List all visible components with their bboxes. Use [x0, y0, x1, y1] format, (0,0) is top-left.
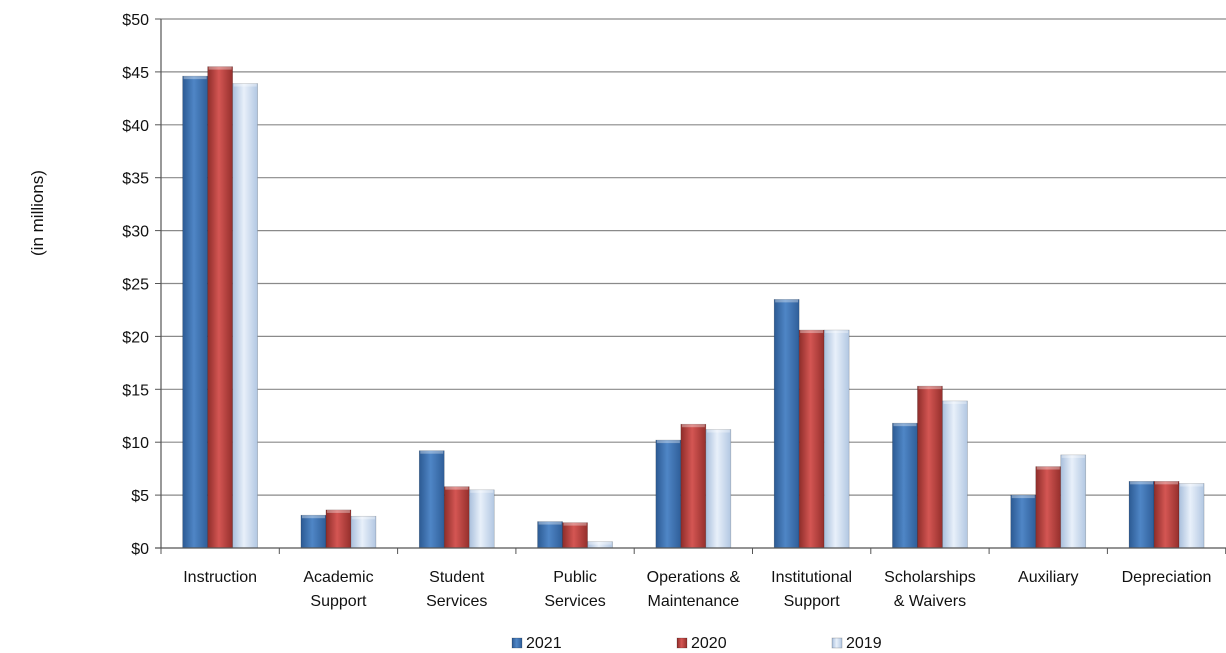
bar-2021-3 [537, 521, 563, 549]
bar-cap-2019-8 [1180, 483, 1204, 487]
bar-2020-8 [1153, 481, 1180, 549]
y-tick-labels: $0 $5 $10 $15 $20 $25 $30 $35 $40 $45 $50 [122, 12, 149, 558]
bar-2021-6 [892, 422, 918, 549]
bar-2021-8 [1128, 481, 1155, 549]
axes [155, 19, 1226, 554]
y-tick-label: $40 [122, 118, 149, 135]
bar-2020-1 [325, 509, 352, 549]
bar-2019-8 [1178, 483, 1205, 549]
bar-2019-0 [232, 83, 258, 549]
bar-2019-1 [350, 515, 377, 549]
bar-cap-2020-0 [208, 66, 232, 70]
bar-2021-7 [1010, 494, 1037, 549]
bar-cap-2019-7 [1061, 454, 1085, 458]
bar-cap-2021-5 [775, 299, 799, 303]
bar-cap-2019-1 [351, 516, 375, 520]
category-label: Instruction [183, 569, 257, 586]
bar-cap-2021-7 [1011, 495, 1035, 499]
legend-swatch-2020 [676, 637, 688, 649]
category-label: Scholarships [884, 569, 976, 586]
legend-label-2019: 2019 [846, 635, 882, 652]
y-tick-label: $45 [122, 65, 149, 82]
y-tick-label: $20 [122, 329, 149, 346]
legend: 2021 2020 2019 [511, 635, 882, 652]
bar-cap-2020-6 [918, 386, 942, 390]
y-tick-label: $35 [122, 171, 149, 188]
category-label: Depreciation [1122, 569, 1212, 586]
category-label: Support [784, 593, 841, 610]
bar-cap-2020-4 [681, 424, 705, 428]
bar-cap-2021-4 [656, 440, 680, 444]
category-label: Services [426, 593, 487, 610]
y-tick-label: $5 [131, 488, 149, 505]
bar-2020-0 [207, 66, 233, 549]
category-label: Public [553, 569, 597, 586]
bar-2021-2 [418, 450, 445, 549]
bar-2020-7 [1035, 466, 1062, 549]
bar-2020-6 [917, 385, 943, 549]
legend-label-2021: 2021 [526, 635, 562, 652]
bar-2021-4 [655, 439, 682, 549]
category-label: & Waivers [894, 593, 966, 610]
bar-2020-4 [680, 423, 707, 549]
y-tick-label: $50 [122, 12, 149, 29]
bars [182, 66, 1205, 549]
category-labels: Instruction Academic Support Student Service… [183, 569, 1211, 610]
bar-2020-3 [562, 522, 588, 549]
bar-cap-2019-5 [825, 330, 849, 334]
y-tick-label: $0 [131, 541, 149, 558]
bar-2019-6 [942, 400, 968, 549]
bar-cap-2021-0 [183, 76, 207, 80]
bar-2021-5 [773, 299, 800, 549]
category-label: Maintenance [648, 593, 740, 610]
bar-cap-2021-2 [420, 450, 444, 454]
bar-cap-2019-0 [233, 83, 257, 87]
y-tick-label: $15 [122, 382, 149, 399]
category-label: Academic [303, 569, 373, 586]
legend-label-2020: 2020 [691, 635, 727, 652]
bar-cap-2021-8 [1130, 481, 1154, 485]
bar-cap-2020-2 [445, 486, 469, 490]
category-label: Student [429, 569, 485, 586]
y-axis-label: (in millions) [28, 170, 47, 256]
bar-cap-2019-4 [706, 429, 730, 433]
gridlines [155, 18, 1226, 549]
bar-cap-2020-1 [326, 509, 350, 513]
y-tick-label: $25 [122, 277, 149, 294]
bar-cap-2019-3 [588, 541, 612, 545]
category-label: Services [544, 593, 605, 610]
bar-2021-1 [300, 514, 327, 549]
bar-2019-5 [823, 329, 850, 549]
bar-2019-2 [468, 489, 495, 549]
bar-2020-5 [798, 329, 825, 549]
y-tick-label: $10 [122, 435, 149, 452]
bar-2019-4 [705, 429, 732, 549]
category-label: Auxiliary [1018, 569, 1078, 586]
bar-cap-2019-6 [943, 400, 967, 404]
legend-swatch-2021 [511, 637, 523, 649]
bar-cap-2021-3 [538, 521, 562, 525]
bar-cap-2020-7 [1036, 466, 1060, 470]
category-label: Institutional [771, 569, 852, 586]
category-label: Support [310, 593, 367, 610]
legend-swatch-2019 [831, 637, 843, 649]
bar-2021-0 [182, 75, 208, 549]
category-label: Operations & [647, 569, 741, 586]
y-tick-label: $30 [122, 224, 149, 241]
bar-cap-2021-1 [301, 515, 325, 519]
bar-cap-2019-2 [470, 489, 494, 493]
bar-2020-2 [443, 486, 470, 549]
bar-cap-2020-3 [563, 522, 587, 526]
bar-2019-7 [1060, 454, 1087, 549]
bar-cap-2020-5 [800, 330, 824, 334]
bar-cap-2020-8 [1155, 481, 1179, 485]
bar-cap-2021-6 [893, 423, 917, 427]
